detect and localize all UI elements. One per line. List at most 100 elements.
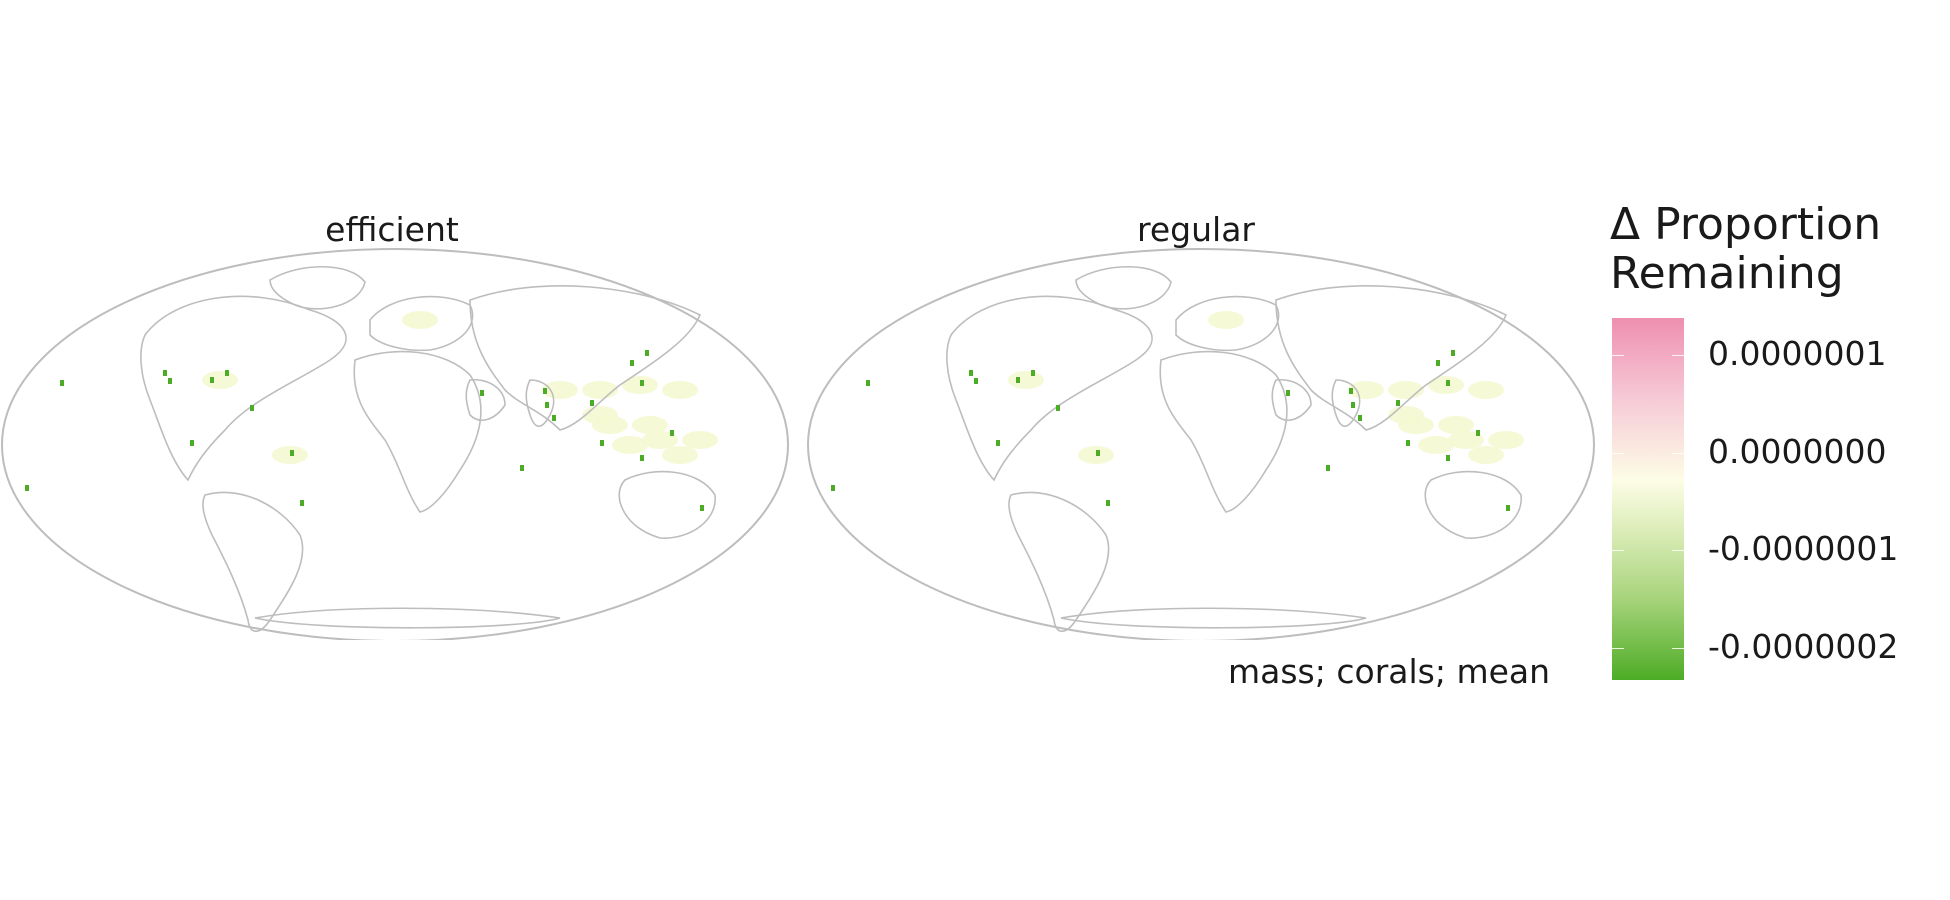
coral-change-spot <box>969 370 973 376</box>
pale-value-patch <box>1348 381 1384 399</box>
legend-label: 0.0000001 <box>1708 334 1887 373</box>
continent-australia <box>618 470 716 539</box>
coral-change-spot <box>1446 380 1450 386</box>
coral-change-spot <box>1436 360 1440 366</box>
legend-label: -0.0000002 <box>1708 627 1899 666</box>
coral-change-spot <box>630 360 634 366</box>
coral-change-spot <box>640 380 644 386</box>
coral-change-spot <box>210 377 214 383</box>
coral-change-spot <box>545 402 549 408</box>
coral-change-spot <box>1031 370 1035 376</box>
pale-value-patch <box>1438 416 1474 434</box>
coral-change-spot <box>1351 402 1355 408</box>
pale-value-patch <box>202 371 238 389</box>
coral-change-spot <box>640 455 644 461</box>
pale-value-patch <box>612 436 648 454</box>
pale-value-patch <box>582 406 618 424</box>
coral-change-spot <box>996 440 1000 446</box>
pale-value-patch <box>662 446 698 464</box>
coral-change-spot <box>225 370 229 376</box>
coral-change-spot <box>1016 377 1020 383</box>
continent-south-america <box>202 491 304 633</box>
pale-value-patch <box>662 381 698 399</box>
coral-change-spot <box>1096 450 1100 456</box>
coral-change-spot <box>300 500 304 506</box>
continent-south-america <box>1008 491 1110 633</box>
pale-value-patch <box>1418 436 1454 454</box>
world-map-regular <box>807 248 1595 640</box>
continent-asia <box>469 285 702 431</box>
coral-change-spot <box>1406 440 1410 446</box>
coral-change-spot <box>25 485 29 491</box>
coral-change-spot <box>600 440 604 446</box>
pale-value-patch <box>542 381 578 399</box>
map-caption: mass; corals; mean <box>1228 652 1551 691</box>
continent-north-america <box>946 295 1153 482</box>
map-outline <box>807 248 1595 640</box>
continent-europe <box>369 295 474 352</box>
continent-greenland <box>269 265 366 310</box>
legend-title: Δ Proportion Remaining <box>1610 200 1881 298</box>
coral-change-spot <box>1476 430 1480 436</box>
continent-africa <box>1159 350 1288 513</box>
pale-value-patch <box>632 416 668 434</box>
coral-change-spot <box>590 400 594 406</box>
coral-change-spot <box>168 378 172 384</box>
coral-change-spot <box>250 405 254 411</box>
continent-africa <box>353 350 482 513</box>
coral-change-spot <box>670 430 674 436</box>
continent-greenland <box>1075 265 1172 310</box>
coral-change-spot <box>1106 500 1110 506</box>
coral-change-spot <box>1446 455 1450 461</box>
coral-change-spot <box>974 378 978 384</box>
pale-value-patch <box>682 431 718 449</box>
coral-change-spot <box>480 390 484 396</box>
pale-value-patch <box>1468 381 1504 399</box>
continent-asia <box>1275 285 1508 431</box>
legend-title-line2: Remaining <box>1610 248 1844 299</box>
coral-change-spot <box>866 380 870 386</box>
pale-value-patch <box>402 311 438 329</box>
legend-colorbar <box>1612 318 1684 680</box>
coral-change-spot <box>1396 400 1400 406</box>
pale-value-patch <box>1448 431 1484 449</box>
continent-antarctica <box>254 607 561 629</box>
pale-value-patch <box>1208 311 1244 329</box>
coral-change-spot <box>1506 505 1510 511</box>
coral-change-spot <box>1326 465 1330 471</box>
coral-change-spot <box>543 388 547 394</box>
continent-europe <box>1175 295 1280 352</box>
coral-change-spot <box>700 505 704 511</box>
pale-value-patch <box>1488 431 1524 449</box>
continent-india <box>525 379 555 428</box>
continent-australia <box>1424 470 1522 539</box>
legend-label: -0.0000001 <box>1708 529 1899 568</box>
coral-change-spot <box>290 450 294 456</box>
pale-value-patch <box>642 431 678 449</box>
pale-value-patch <box>1008 371 1044 389</box>
coral-change-spot <box>1358 415 1362 421</box>
coral-change-spot <box>60 380 64 386</box>
coral-change-spot <box>1286 390 1290 396</box>
coral-change-spot <box>190 440 194 446</box>
legend-title-line1: Δ Proportion <box>1610 199 1882 250</box>
pale-value-patch <box>1468 446 1504 464</box>
panel-title-efficient: efficient <box>325 210 459 249</box>
continent-north-america <box>140 295 347 482</box>
coral-change-spot <box>1349 388 1353 394</box>
coral-change-spot <box>831 485 835 491</box>
panel-title-regular: regular <box>1137 210 1255 249</box>
legend-label: 0.0000000 <box>1708 432 1887 471</box>
continent-arabia <box>1271 379 1312 421</box>
coral-change-spot <box>163 370 167 376</box>
continent-antarctica <box>1060 607 1367 629</box>
world-map-efficient <box>1 248 789 640</box>
pale-value-patch <box>1388 406 1424 424</box>
continent-arabia <box>465 379 506 421</box>
coral-change-spot <box>645 350 649 356</box>
coral-change-spot <box>552 415 556 421</box>
map-outline <box>1 248 789 640</box>
continent-india <box>1331 379 1361 428</box>
coral-change-spot <box>520 465 524 471</box>
coral-change-spot <box>1056 405 1060 411</box>
